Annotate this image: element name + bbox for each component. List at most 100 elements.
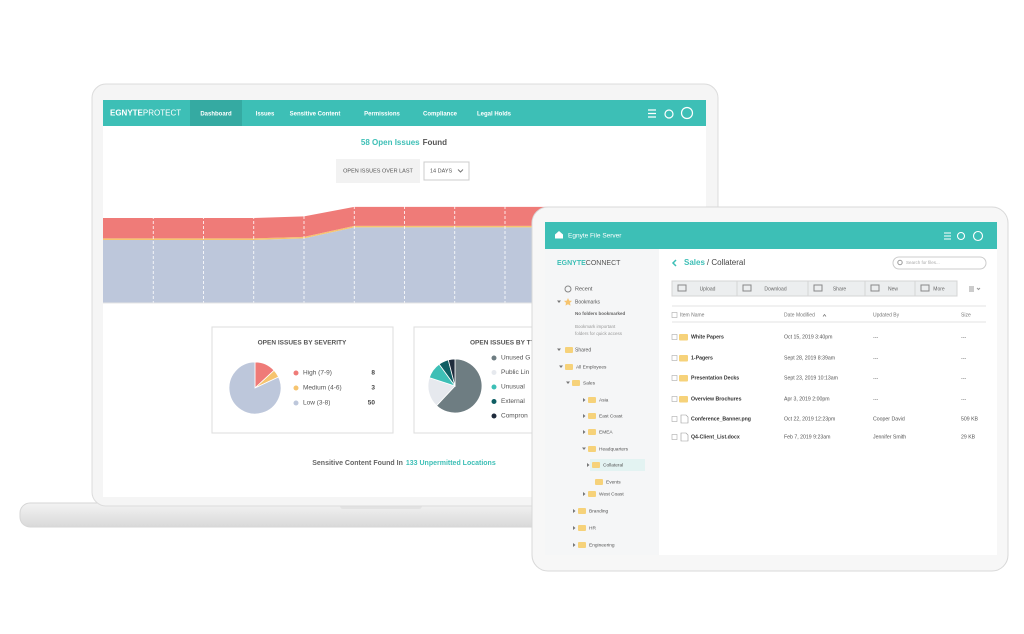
- legend-dot: [293, 370, 299, 376]
- user-icon[interactable]: [972, 230, 984, 242]
- sidebar-item[interactable]: Recent: [575, 286, 593, 292]
- breadcrumb-parent[interactable]: Sales: [684, 258, 705, 267]
- tree-item[interactable]: Sales: [583, 380, 596, 386]
- filter-dropdown[interactable]: [423, 161, 470, 181]
- table-cell[interactable]: 1-Pagers: [691, 355, 713, 361]
- dropdown-caret: [457, 169, 464, 173]
- file-icon: [680, 414, 689, 424]
- column-header[interactable]: Item Name: [680, 312, 705, 318]
- nav-item[interactable]: Dashboard: [200, 112, 232, 118]
- checkbox[interactable]: [671, 396, 678, 402]
- file-icon: [680, 432, 689, 442]
- nav-item[interactable]: Legal Holds: [477, 112, 512, 118]
- search-placeholder: Search for files...: [906, 260, 940, 265]
- column-header[interactable]: Size: [961, 312, 971, 318]
- folder-icon: [578, 525, 586, 531]
- toolbar-button[interactable]: Upload: [700, 286, 716, 292]
- logo-product: CONNECT: [586, 260, 621, 267]
- legend-label: Compron: [501, 413, 528, 420]
- menu-icon[interactable]: [944, 232, 951, 240]
- table-cell[interactable]: White Papers: [691, 334, 724, 340]
- column-header[interactable]: Date Modified: [784, 312, 815, 318]
- nav-item[interactable]: Sensitive Content: [290, 112, 341, 118]
- table-cell[interactable]: Presentation Decks: [691, 375, 739, 381]
- tree-item[interactable]: All Employees: [576, 364, 607, 370]
- sort-arrow: [822, 313, 827, 317]
- table-cell[interactable]: Q4-Client_List.docx: [691, 434, 740, 440]
- table-cell[interactable]: Overview Brochures: [691, 396, 742, 402]
- menu-icon[interactable]: [648, 109, 656, 118]
- breadcrumb: Sales / Collateral: [684, 258, 745, 267]
- pie-charts: High (7-9) 8 Medium (4-6) 3 Low (3-8) 50 Unuse…: [228, 355, 530, 420]
- footer: Sensitive Content Found In 133 Unpermitte…: [312, 460, 496, 467]
- tree-item[interactable]: Collateral: [603, 462, 623, 468]
- nav-item[interactable]: Compliance: [423, 112, 458, 118]
- toolbar-button[interactable]: More: [933, 286, 945, 292]
- footer-highlight[interactable]: 133 Unpermitted Locations: [406, 460, 496, 467]
- legend-label: Unused G: [501, 355, 530, 362]
- checkbox[interactable]: [671, 355, 678, 361]
- toolbar-button[interactable]: Share: [833, 286, 847, 292]
- folder-icon: [679, 396, 688, 403]
- checkbox[interactable]: [671, 334, 678, 340]
- tree-item[interactable]: Events: [606, 479, 621, 485]
- tree-item[interactable]: East Coast: [599, 413, 623, 419]
- nav-icons: [648, 106, 694, 120]
- toolbar-button[interactable]: Download: [764, 286, 786, 292]
- checkbox[interactable]: [671, 416, 678, 422]
- value-label: 50: [368, 400, 376, 407]
- checkbox[interactable]: [671, 375, 678, 381]
- view-toggle[interactable]: [969, 286, 981, 292]
- legend-label: Unusual: [501, 384, 525, 391]
- table-cell: 29 KB: [961, 434, 976, 440]
- column-header[interactable]: Updated By: [873, 312, 900, 318]
- tree-item[interactable]: Branding: [589, 508, 609, 514]
- table-cell[interactable]: Conference_Banner.png: [691, 416, 751, 422]
- folder-icon: [595, 479, 603, 485]
- folder-icon: [588, 491, 596, 497]
- checkbox[interactable]: [671, 434, 678, 440]
- table-cell: Oct 22, 2019 12:23pm: [784, 416, 835, 422]
- legend-dot: [293, 385, 299, 391]
- toolbar-icon: [742, 284, 752, 292]
- tree-selected: [590, 459, 645, 471]
- folder-icon: [679, 375, 688, 382]
- table-cell: Feb 7, 2019 9:23am: [784, 434, 830, 440]
- nav-item[interactable]: Issues: [256, 112, 275, 118]
- nav-item[interactable]: Permissions: [364, 112, 400, 118]
- alert-icon[interactable]: [664, 109, 674, 119]
- folder-icon: [572, 380, 580, 386]
- folder-icon: [565, 364, 573, 370]
- home-icon[interactable]: [555, 231, 563, 239]
- search-box[interactable]: [892, 256, 987, 270]
- logo-product: PROTECT: [143, 109, 181, 118]
- tree-item[interactable]: Headquarters: [599, 446, 629, 452]
- sidebar-item[interactable]: Bookmarks: [575, 299, 601, 305]
- logo: EGNYTEPROTECT: [110, 109, 181, 118]
- tree-item[interactable]: Engineering: [589, 542, 615, 548]
- legend-label: Medium (4-6): [303, 385, 342, 392]
- user-icon[interactable]: [680, 106, 694, 120]
- tablet-logo: EGNYTECONNECT: [557, 260, 621, 267]
- filter-label: OPEN ISSUES OVER LAST: [343, 168, 413, 174]
- card-title: OPEN ISSUES BY TY: [470, 340, 536, 347]
- table-cell: ---: [873, 396, 878, 402]
- legend-dot: [491, 384, 497, 390]
- pie-slice: [435, 358, 483, 414]
- tablet-header: [545, 222, 997, 249]
- tree-item[interactable]: HR: [589, 525, 596, 531]
- table-cell: ---: [961, 334, 966, 340]
- sidebar-item[interactable]: Shared: [575, 347, 591, 353]
- folder-icon: [588, 397, 596, 403]
- caret: [583, 398, 586, 402]
- tree-item[interactable]: West Coast: [599, 491, 624, 497]
- filter-value: 14 DAYS: [430, 168, 453, 174]
- toolbar-icon: [677, 284, 687, 292]
- toolbar-button[interactable]: New: [888, 286, 898, 292]
- checkbox[interactable]: [671, 312, 678, 318]
- tree-item[interactable]: Asia: [599, 397, 609, 403]
- back-icon[interactable]: [671, 259, 677, 267]
- alert-icon[interactable]: [956, 231, 966, 241]
- tree-item[interactable]: EMEA: [599, 429, 613, 435]
